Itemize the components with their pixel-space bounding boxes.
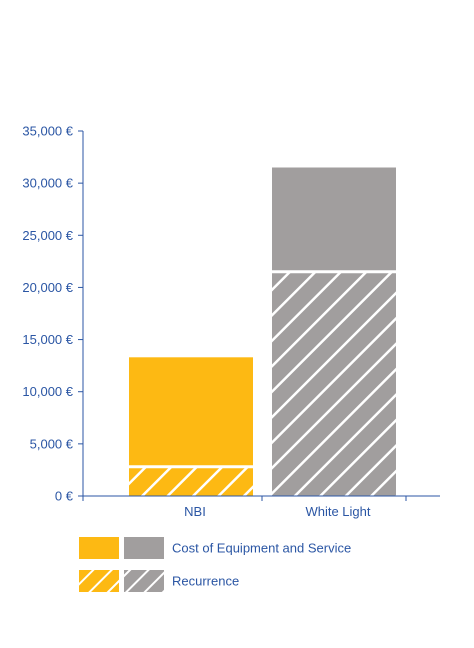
- y-tick-label: 30,000 €: [22, 176, 73, 191]
- y-tick-label: 15,000 €: [22, 332, 73, 347]
- legend-label: Cost of Equipment and Service: [172, 541, 351, 556]
- legend: Cost of Equipment and Service Recurrence: [79, 537, 351, 592]
- y-tick-label: 35,000 €: [22, 124, 73, 139]
- bar-white-light-recurrence: [272, 271, 396, 496]
- legend-swatch: [79, 570, 119, 592]
- x-tick-label: White Light: [305, 504, 370, 519]
- bar-nbi-recurrence: [129, 466, 253, 496]
- bars-group: [129, 167, 396, 496]
- legend-swatch: [79, 537, 119, 559]
- y-tick-label: 5,000 €: [30, 436, 74, 451]
- axes-group: 0 € 5,000 € 10,000 € 15,000 € 20,000 € 25,000…: [22, 124, 440, 519]
- bar-white-light-cost-of-equipment-and-service: [272, 167, 396, 272]
- x-tick-label: NBI: [184, 504, 206, 519]
- y-tick-label: 10,000 €: [22, 384, 73, 399]
- legend-label: Recurrence: [172, 574, 239, 589]
- legend-swatch: [124, 570, 164, 592]
- bar-nbi-cost-of-equipment-and-service: [129, 357, 253, 467]
- y-tick-label: 0 €: [55, 489, 74, 504]
- y-tick-label: 25,000 €: [22, 228, 73, 243]
- y-tick-label: 20,000 €: [22, 280, 73, 295]
- legend-swatch: [124, 537, 164, 559]
